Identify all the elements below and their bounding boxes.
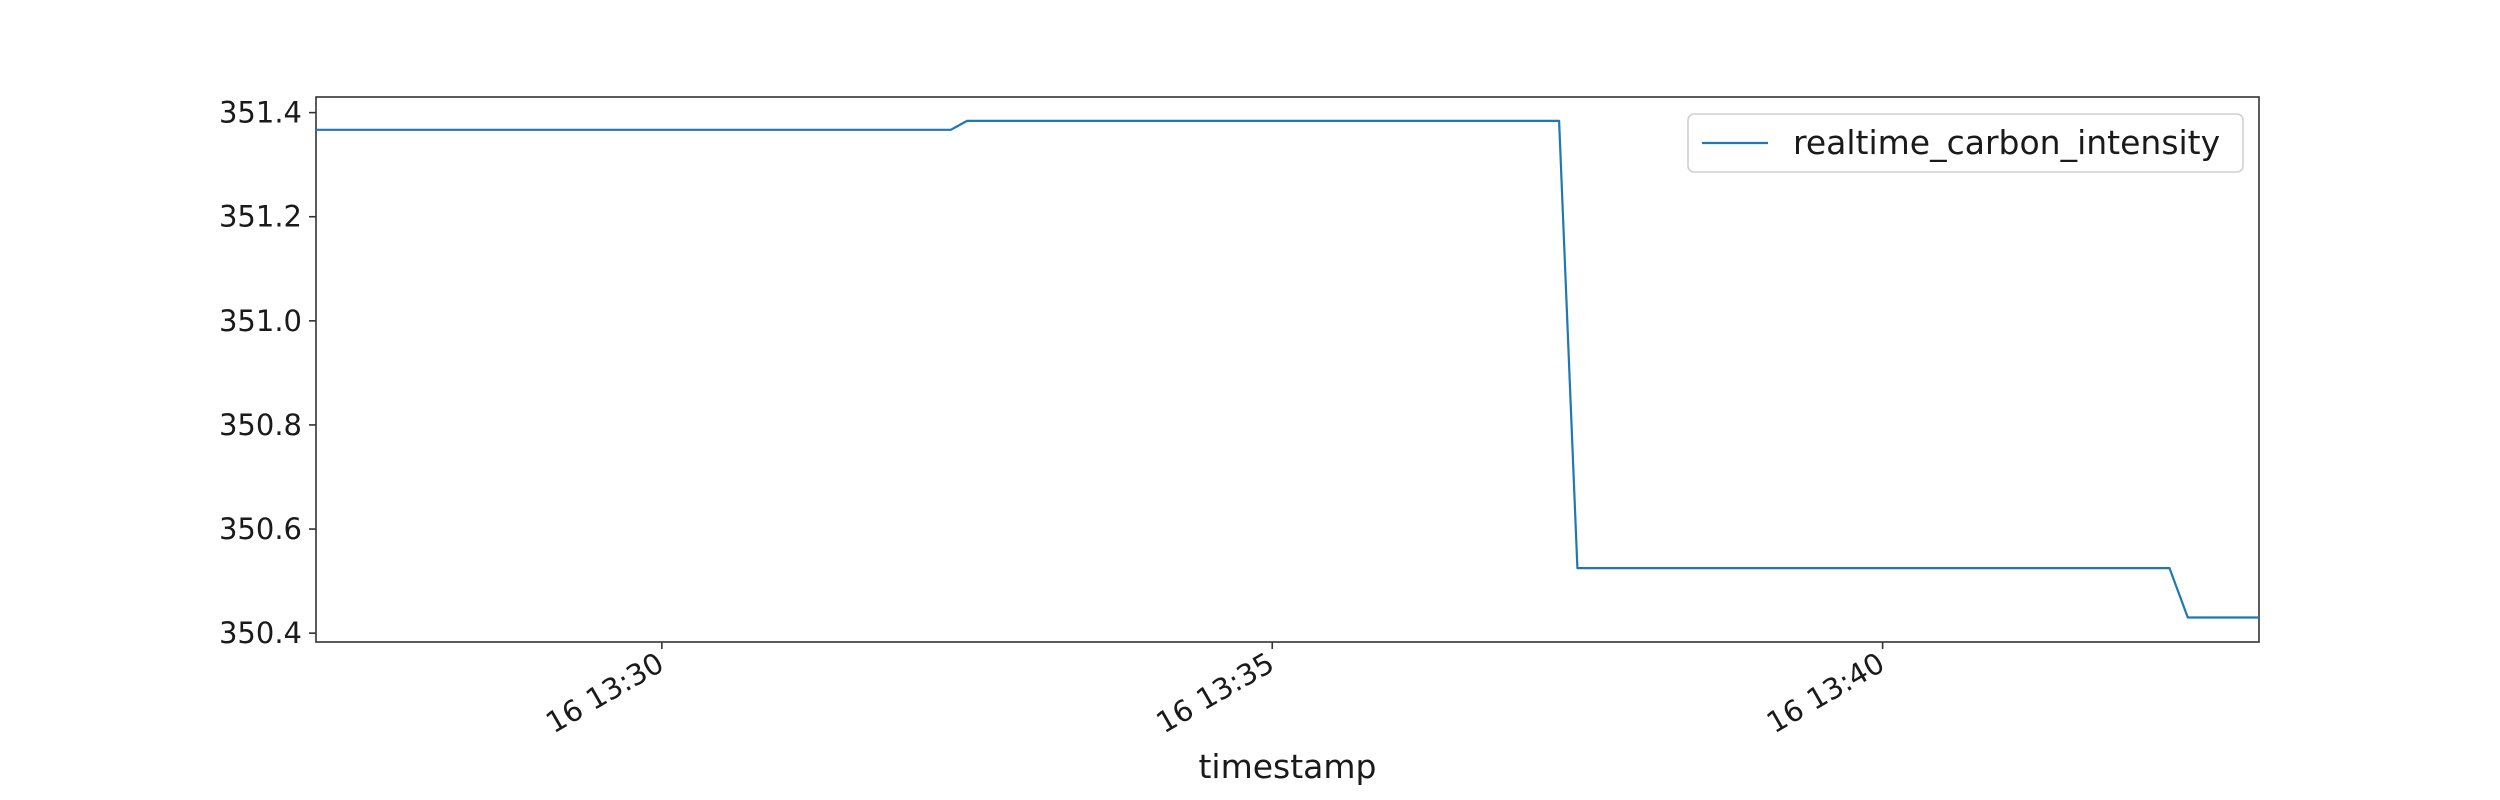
legend-box (1687, 113, 2244, 173)
y-tick-label: 350.4 (219, 616, 302, 650)
series-line (316, 119, 2259, 619)
series-layer (316, 119, 2259, 619)
y-tick-label: 350.8 (219, 408, 302, 442)
x-tick-label: 16 13:30 (540, 646, 669, 740)
x-axis-label: timestamp (1198, 747, 1376, 786)
x-axis: 16 13:30 16 13:35 16 13:40 (540, 642, 1890, 740)
y-tick-label: 350.6 (219, 512, 302, 546)
legend: realtime_carbon_intensity (1687, 113, 2244, 173)
y-tick-label: 351.4 (219, 96, 302, 130)
y-axis: 351.4 351.2 351.0 350.8 350.6 350.4 (219, 96, 316, 650)
y-tick-label: 351.2 (219, 200, 302, 234)
plot-area (315, 96, 2260, 643)
legend-label: realtime_carbon_intensity (1793, 123, 2220, 162)
y-tick-label: 351.0 (219, 304, 302, 338)
x-tick-label: 16 13:40 (1761, 646, 1890, 740)
x-tick-label: 16 13:35 (1150, 646, 1279, 740)
axes-frame (315, 96, 2260, 643)
